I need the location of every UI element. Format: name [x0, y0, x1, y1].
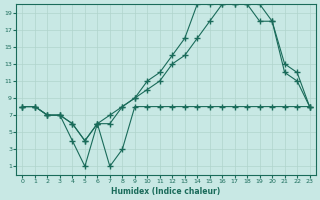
- X-axis label: Humidex (Indice chaleur): Humidex (Indice chaleur): [111, 187, 221, 196]
